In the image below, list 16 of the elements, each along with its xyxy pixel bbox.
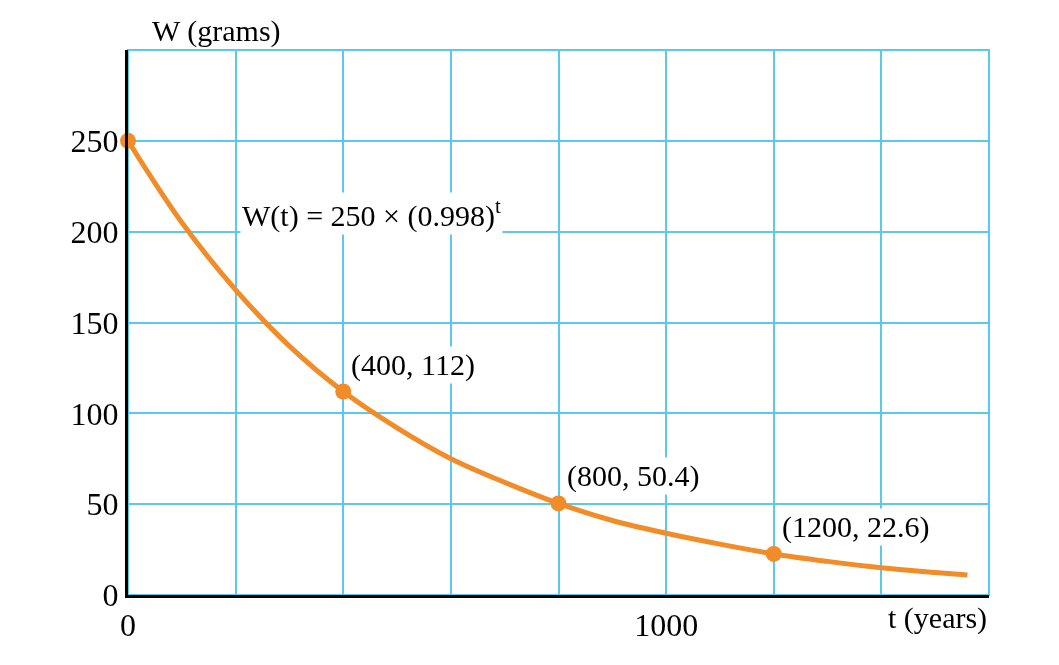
annotation: (400, 112) <box>351 348 475 382</box>
annotation: (800, 50.4) <box>567 459 700 493</box>
y-tick-label: 150 <box>70 304 119 341</box>
x-tick-label: 1000 <box>634 607 699 644</box>
point <box>550 495 567 512</box>
y-tick-label: 200 <box>70 213 119 250</box>
y-tick-label: 50 <box>86 486 119 523</box>
point <box>765 545 782 562</box>
y-tick-label: 100 <box>70 395 119 432</box>
y-tick-label: 0 <box>102 577 119 614</box>
point <box>335 383 352 400</box>
y-axis-title: W (grams) <box>152 14 281 48</box>
y-tick-label: 250 <box>70 123 119 160</box>
annotation: (1200, 22.6) <box>782 510 930 544</box>
annotation: W(t) = 250 × (0.998)$^{t}$ <box>242 194 501 233</box>
x-axis-title: t (years) <box>888 601 988 635</box>
